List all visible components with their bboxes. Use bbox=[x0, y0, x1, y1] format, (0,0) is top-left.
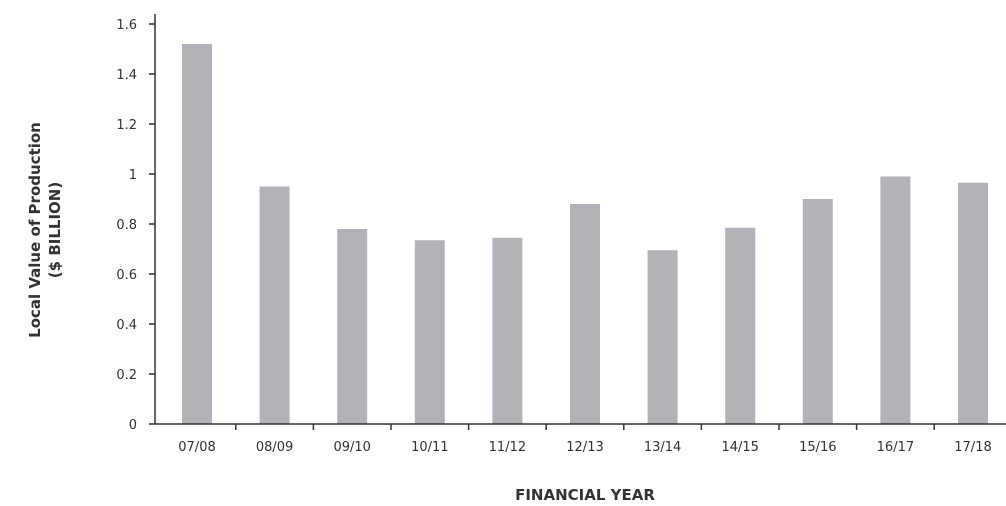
x-tick-label: 17/18 bbox=[954, 440, 991, 455]
y-tick-label: 1.4 bbox=[116, 68, 137, 83]
y-tick-label: 1.6 bbox=[116, 18, 137, 33]
bar-17-18 bbox=[958, 182, 988, 424]
bar-08-09 bbox=[259, 186, 290, 424]
bar-07-08 bbox=[182, 44, 212, 424]
bar-09-10 bbox=[337, 229, 368, 424]
x-ticks-layer: 07/08 08/09 09/10 10/11 11/12 12/13 13/14 14/15… bbox=[178, 424, 992, 455]
x-tick-label: 11/12 bbox=[489, 440, 526, 455]
axes-layer bbox=[154, 14, 1006, 425]
bar-11-12 bbox=[492, 237, 523, 424]
x-tick-label: 13/14 bbox=[644, 440, 681, 455]
x-tick-label: 14/15 bbox=[721, 440, 758, 455]
y-tick-label: 0.4 bbox=[116, 318, 137, 333]
bar-14-15 bbox=[725, 227, 756, 424]
y-axis-title-line-1: Local Value of Production bbox=[26, 122, 44, 338]
x-tick-label: 09/10 bbox=[333, 440, 370, 455]
bars-layer bbox=[182, 44, 988, 424]
y-axis-title-group: Local Value of Production ($ BILLION) bbox=[26, 122, 64, 338]
y-ticks-layer: 0 0.2 0.4 0.6 0.8 1 1.2 1.4 1.6 bbox=[116, 18, 155, 433]
y-tick-label: 1 bbox=[129, 168, 137, 183]
y-axis-title-line-2: ($ BILLION) bbox=[46, 182, 64, 278]
x-tick-label: 10/11 bbox=[411, 440, 448, 455]
x-tick-label: 16/17 bbox=[877, 440, 914, 455]
y-tick-label: 1.2 bbox=[116, 118, 137, 133]
x-tick-label: 07/08 bbox=[178, 440, 215, 455]
x-tick-label: 08/09 bbox=[256, 440, 293, 455]
x-axis-title: FINANCIAL YEAR bbox=[515, 486, 655, 504]
y-tick-label: 0.2 bbox=[116, 368, 137, 383]
bar-10-11 bbox=[414, 240, 445, 424]
bar-16-17 bbox=[880, 176, 911, 424]
x-tick-label: 15/16 bbox=[799, 440, 836, 455]
bar-12-13 bbox=[570, 204, 600, 424]
bar-13-14 bbox=[647, 250, 678, 424]
bar-15-16 bbox=[802, 199, 833, 424]
y-tick-label: 0 bbox=[129, 418, 137, 433]
y-tick-label: 0.6 bbox=[116, 268, 137, 283]
x-tick-label: 12/13 bbox=[566, 440, 603, 455]
y-tick-label: 0.8 bbox=[116, 218, 137, 233]
